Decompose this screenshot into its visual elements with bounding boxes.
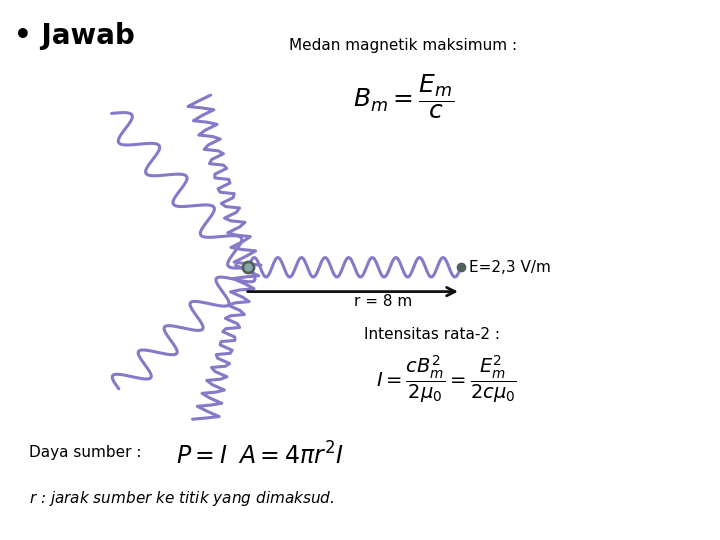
Text: Medan magnetik maksimum :: Medan magnetik maksimum : xyxy=(289,38,517,53)
Text: $P = I \;\; A = 4\pi r^2 I$: $P = I \;\; A = 4\pi r^2 I$ xyxy=(176,443,344,470)
Text: $r$ : jarak sumber ke titik yang dimaksud.: $r$ : jarak sumber ke titik yang dimaksu… xyxy=(29,489,334,508)
Text: E=2,3 V/m: E=2,3 V/m xyxy=(469,260,552,275)
Text: r = 8 m: r = 8 m xyxy=(354,294,413,309)
Text: $I = \dfrac{cB_m^2}{2\mu_0} = \dfrac{E_m^2}{2c\mu_0}$: $I = \dfrac{cB_m^2}{2\mu_0} = \dfrac{E_m… xyxy=(376,354,517,405)
Text: $B_m = \dfrac{E_m}{c}$: $B_m = \dfrac{E_m}{c}$ xyxy=(353,73,454,121)
Text: • Jawab: • Jawab xyxy=(14,22,135,50)
Text: Intensitas rata-2 :: Intensitas rata-2 : xyxy=(364,327,500,342)
Text: Daya sumber :: Daya sumber : xyxy=(29,446,141,461)
